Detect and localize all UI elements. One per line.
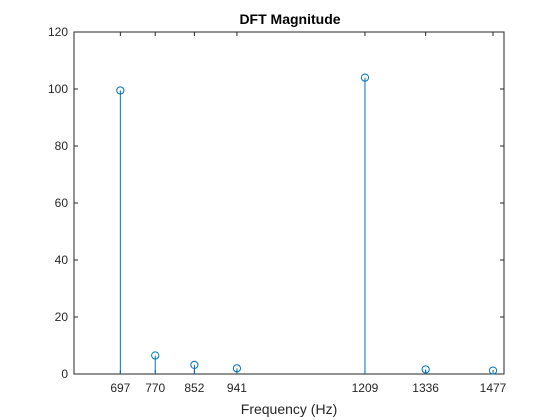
- y-tick-label: 120: [48, 25, 68, 39]
- x-tick-label: 941: [227, 381, 247, 395]
- y-tick-label: 0: [61, 367, 68, 381]
- x-tick-label: 1336: [412, 381, 439, 395]
- stem-marker: [421, 365, 430, 374]
- stem-marker: [360, 73, 370, 82]
- x-axis-label: Frequency (Hz): [241, 401, 337, 417]
- stem-marker: [190, 360, 199, 369]
- x-tick-label: 1477: [480, 381, 507, 395]
- x-tick-label: 1209: [352, 381, 379, 395]
- plot-area: 0 20 40 60 80 100 120 697 770 852 941 1209 1336 1477: [48, 25, 507, 395]
- x-tick-label: 697: [110, 381, 130, 395]
- stem-marker: [488, 366, 498, 375]
- stem-series: [116, 73, 498, 375]
- x-axis: 697 770 852 941 1209 1336 1477: [110, 32, 507, 395]
- y-tick-label: 20: [55, 310, 69, 324]
- y-tick-label: 100: [48, 82, 68, 96]
- stem-marker: [151, 351, 160, 360]
- chart-title: DFT Magnitude: [239, 11, 340, 27]
- x-tick-label: 852: [184, 381, 204, 395]
- stem-marker: [116, 86, 125, 95]
- stem-marker: [232, 364, 242, 373]
- axes-box: [73, 31, 505, 375]
- y-tick-label: 80: [55, 139, 69, 153]
- x-tick-label: 770: [145, 381, 165, 395]
- y-axis: 0 20 40 60 80 100 120: [48, 25, 504, 381]
- y-tick-label: 60: [55, 196, 69, 210]
- y-tick-label: 40: [55, 253, 69, 267]
